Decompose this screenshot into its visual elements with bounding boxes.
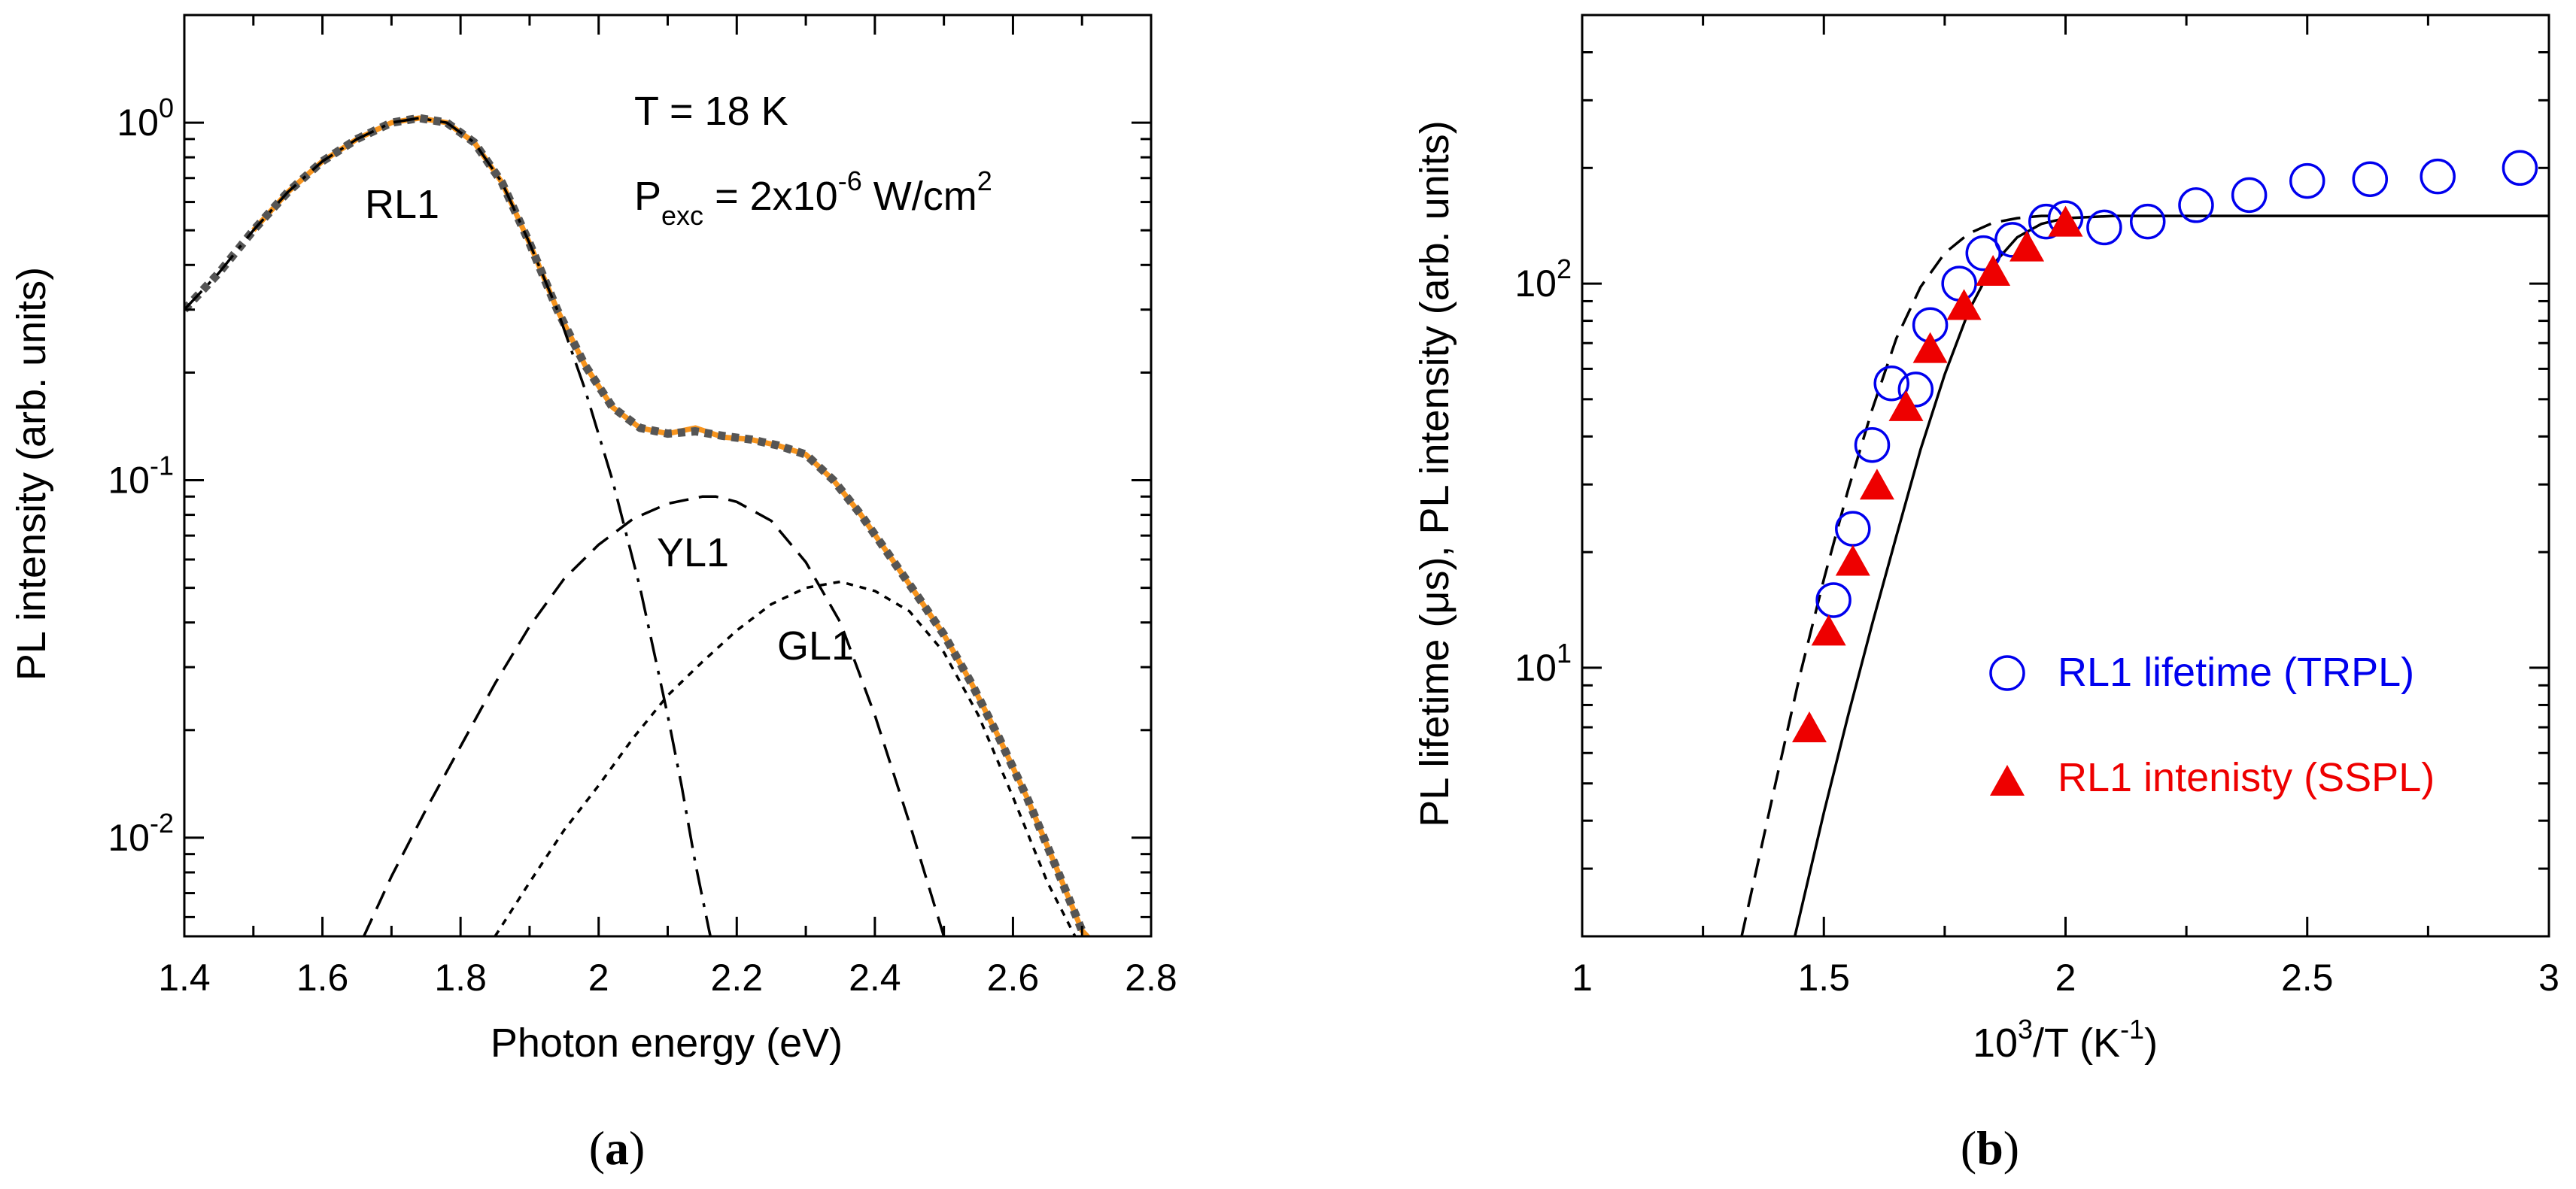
data-point-lifetime: [2502, 150, 2538, 187]
data-point-intensity: [1888, 390, 1924, 421]
annotation-power-unit: W/cm: [862, 174, 977, 219]
data-point-lifetime: [2178, 187, 2214, 223]
data-point-lifetime: [1854, 426, 1891, 463]
annotation-power: Pexc = 2x10-6 W/cm2: [634, 165, 992, 231]
annotation-power-prefix: P: [634, 174, 661, 219]
x-tick-label: 2: [588, 957, 609, 999]
panel-label-a: (a): [589, 1121, 646, 1175]
x-axis-label-a: Photon energy (eV): [491, 1021, 843, 1066]
x-axis-label-b-exp: 3: [2018, 1014, 2033, 1045]
x-tick-label: 2.8: [1125, 957, 1177, 999]
data-point-lifetime: [2289, 162, 2325, 199]
data-point-intensity: [2009, 230, 2045, 262]
y-tick-label: 10-1: [108, 450, 174, 502]
data-point-lifetime: [1965, 235, 2002, 271]
panel-label-a-letter: a: [605, 1121, 629, 1175]
annotation-power-mid: = 2x10: [703, 174, 838, 219]
series-line-yl1: [363, 495, 946, 936]
ticks-b: 1 1.5 2 2.5 3 101 102: [1514, 14, 2559, 999]
data-point-intensity: [1912, 332, 1948, 363]
x-axis-label-b-close: ): [2144, 1021, 2158, 1066]
series-group-a: [184, 114, 1092, 936]
x-tick-label: 1.4: [158, 957, 211, 999]
data-point-lifetime: [1873, 365, 1909, 402]
panel-label-b-letter: b: [1976, 1121, 2003, 1175]
data-point-intensity: [1946, 289, 1982, 320]
panel-a: 1.4 1.6 1.8 2 2.2 2.4 2.6 2.8 100 10-1 10-2 T = 18…: [9, 14, 1177, 1175]
label-rl1: RL1: [365, 182, 439, 227]
x-tick-label: 2.5: [2281, 957, 2334, 999]
series-line-fit-solid: [1793, 214, 2549, 936]
x-tick-label: 2: [2055, 957, 2076, 999]
data-point-lifetime: [2086, 209, 2122, 246]
x-axis-label-b-rest: /T (K: [2033, 1021, 2120, 1066]
legend-label-lifetime: RL1 lifetime (TRPL): [2058, 650, 2414, 695]
series-line-gl1: [494, 580, 1077, 936]
data-point-intensity: [1835, 544, 1870, 576]
y-tick-label: 100: [117, 93, 174, 144]
x-tick-label: 3: [2538, 957, 2559, 999]
plot-frame-a: [183, 14, 1153, 938]
x-tick-label: 1: [1572, 957, 1593, 999]
x-tick-label: 1.6: [296, 957, 349, 999]
data-point-intensity: [1791, 711, 1827, 743]
label-gl1: GL1: [777, 623, 854, 669]
x-axis-label-b-unit-exp: -1: [2120, 1014, 2144, 1045]
series-line-fit-dashed: [1740, 214, 2066, 936]
data-point-lifetime: [1897, 372, 1934, 408]
data-point-intensity: [1976, 254, 2011, 286]
y-axis-label-a: PL intensity (arb. units): [9, 267, 54, 681]
annotation-power-sub: exc: [661, 200, 703, 231]
data-point-lifetime: [2231, 177, 2268, 214]
data-point-lifetime: [2129, 203, 2166, 240]
y-axis-label-b: PL lifetime (μs), PL intensity (arb. uni…: [1412, 120, 1457, 827]
legend-label-intensity: RL1 intenisty (SSPL): [2058, 755, 2435, 800]
series-group-b: [1740, 150, 2549, 936]
y-tick-label: 102: [1514, 253, 1572, 305]
data-point-lifetime: [1835, 511, 1871, 547]
series-line-fit: [184, 114, 1086, 933]
data-point-intensity: [1811, 614, 1846, 646]
series-line-rl1: [184, 117, 712, 936]
data-point-lifetime: [1815, 582, 1852, 618]
data-point-intensity: [1859, 469, 1894, 500]
plot-area-a: [184, 114, 1092, 936]
annotation-power-exp: -6: [838, 165, 862, 196]
panel-label-b: (b): [1961, 1121, 2019, 1175]
y-tick-label: 10-2: [108, 808, 174, 859]
legend-marker-intensity: [1990, 765, 2025, 796]
data-point-lifetime: [1941, 265, 1977, 302]
label-yl1: YL1: [657, 530, 729, 575]
ticks-a: 1.4 1.6 1.8 2 2.2 2.4 2.6 2.8 100 10-1 10-2: [108, 14, 1177, 999]
x-axis-label-b-base: 10: [1973, 1021, 2018, 1066]
x-tick-label: 2.6: [987, 957, 1040, 999]
x-axis-label-b: 103/T (K-1): [1973, 1014, 2158, 1066]
annotation-temperature: T = 18 K: [634, 89, 788, 134]
plot-area-b: [1740, 150, 2549, 936]
x-tick-label: 1.8: [434, 957, 487, 999]
x-tick-label: 2.4: [849, 957, 901, 999]
data-point-lifetime: [2420, 158, 2456, 195]
y-tick-label: 101: [1514, 638, 1572, 689]
data-point-intensity: [2048, 205, 2083, 237]
x-tick-label: 1.5: [1797, 957, 1850, 999]
legend-marker-lifetime: [1989, 655, 2025, 691]
x-tick-label: 2.2: [711, 957, 764, 999]
data-point-lifetime: [2352, 161, 2389, 197]
panel-b: 1 1.5 2 2.5 3 101 102 RL1 lifetime (TRPL) RL1 …: [1412, 14, 2559, 1175]
annotation-power-unit-exp: 2: [977, 165, 992, 196]
